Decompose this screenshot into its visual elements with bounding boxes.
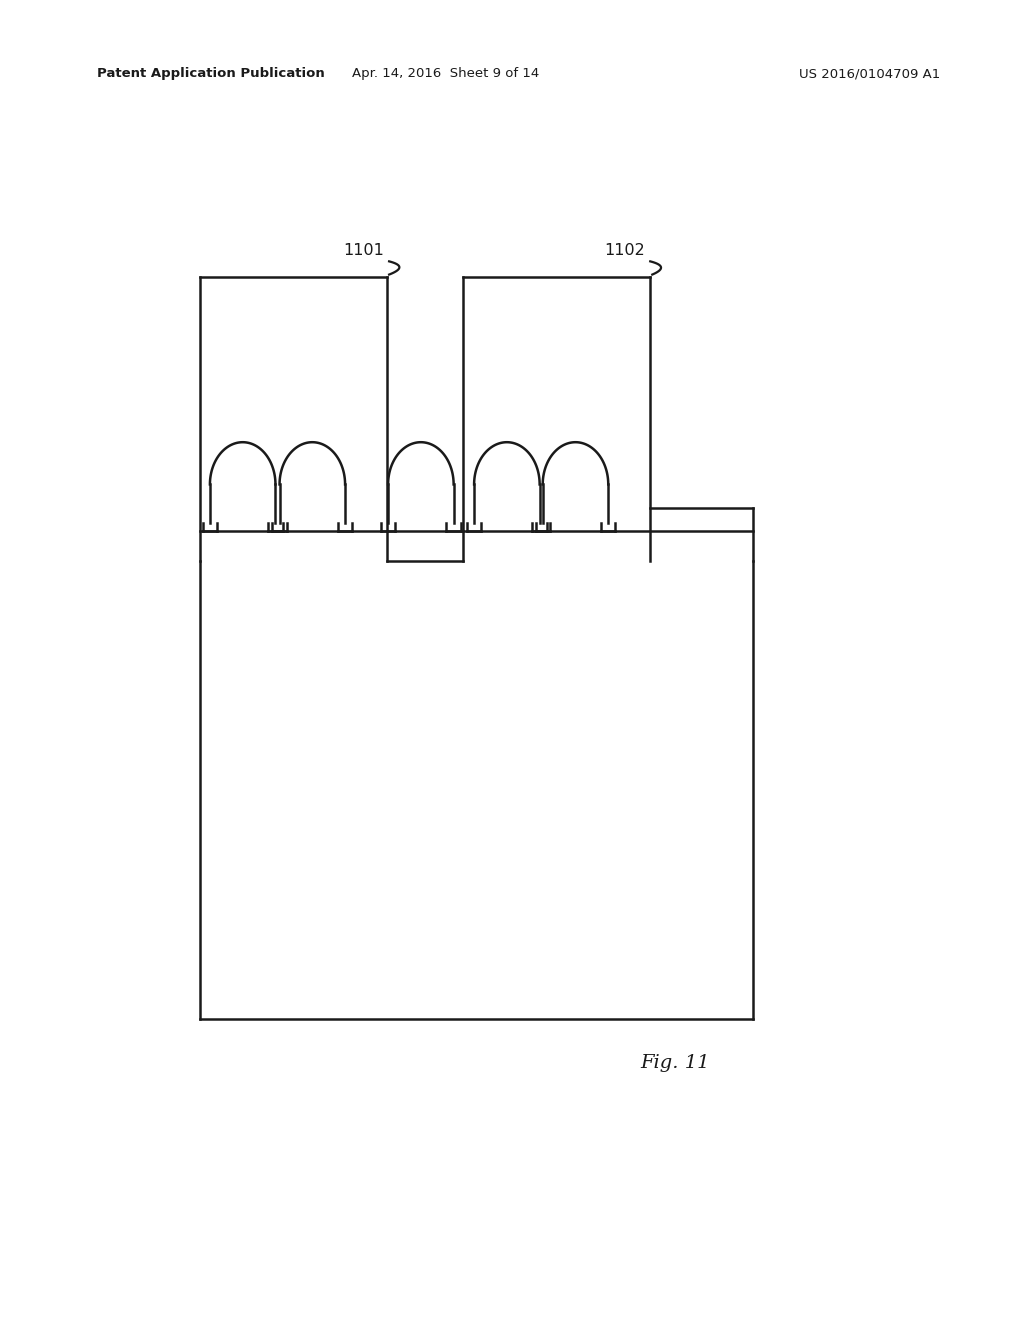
Text: 1101: 1101 [343, 243, 384, 259]
Text: Apr. 14, 2016  Sheet 9 of 14: Apr. 14, 2016 Sheet 9 of 14 [352, 67, 539, 81]
Text: Fig. 11: Fig. 11 [640, 1053, 710, 1072]
Text: Patent Application Publication: Patent Application Publication [97, 67, 325, 81]
Text: US 2016/0104709 A1: US 2016/0104709 A1 [799, 67, 940, 81]
Text: 1102: 1102 [604, 243, 645, 259]
